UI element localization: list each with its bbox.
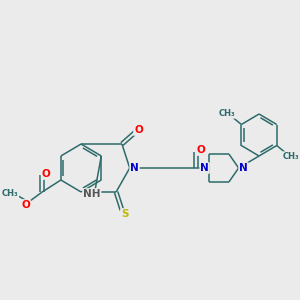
Text: N: N	[239, 163, 248, 173]
Text: NH: NH	[83, 189, 100, 199]
Text: O: O	[42, 169, 50, 179]
Text: CH₃: CH₃	[218, 109, 235, 118]
Text: O: O	[21, 200, 30, 210]
Text: CH₃: CH₃	[2, 190, 18, 199]
Text: O: O	[196, 145, 205, 155]
Text: N: N	[200, 163, 209, 173]
Text: CH₃: CH₃	[283, 152, 300, 161]
Text: N: N	[130, 163, 139, 173]
Text: S: S	[121, 209, 129, 219]
Text: O: O	[134, 125, 143, 135]
